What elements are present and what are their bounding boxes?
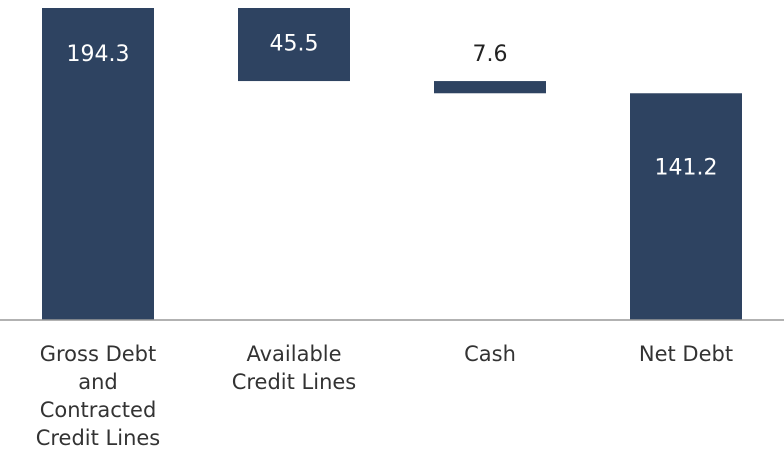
value-label: 45.5 [270,32,319,57]
bar [238,8,350,82]
value-label: 7.6 [473,42,508,67]
category-label: Gross Debt and Contracted Credit Lines [35,342,161,450]
value-label: 141.2 [655,155,718,180]
category-label: Net Debt [638,342,734,366]
category-label: Cash [464,342,516,366]
category-label: Available Credit Lines [231,342,357,394]
bar [630,93,742,320]
bar [434,81,546,94]
value-label: 194.3 [67,42,130,67]
bar [42,8,154,320]
